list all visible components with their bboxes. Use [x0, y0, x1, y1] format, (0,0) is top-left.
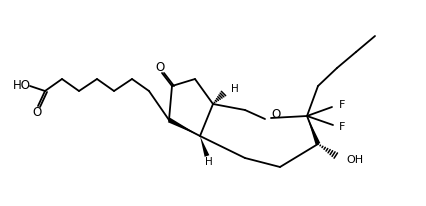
Text: F: F [338, 122, 345, 132]
Text: H: H [204, 157, 213, 167]
Text: OH: OH [345, 155, 362, 165]
Text: O: O [32, 105, 41, 118]
Polygon shape [167, 118, 199, 136]
Polygon shape [306, 116, 320, 145]
Polygon shape [199, 136, 209, 157]
Text: O: O [155, 61, 164, 74]
Text: HO: HO [13, 78, 31, 91]
Text: O: O [271, 109, 279, 122]
Text: H: H [230, 84, 238, 94]
Text: F: F [338, 100, 345, 110]
